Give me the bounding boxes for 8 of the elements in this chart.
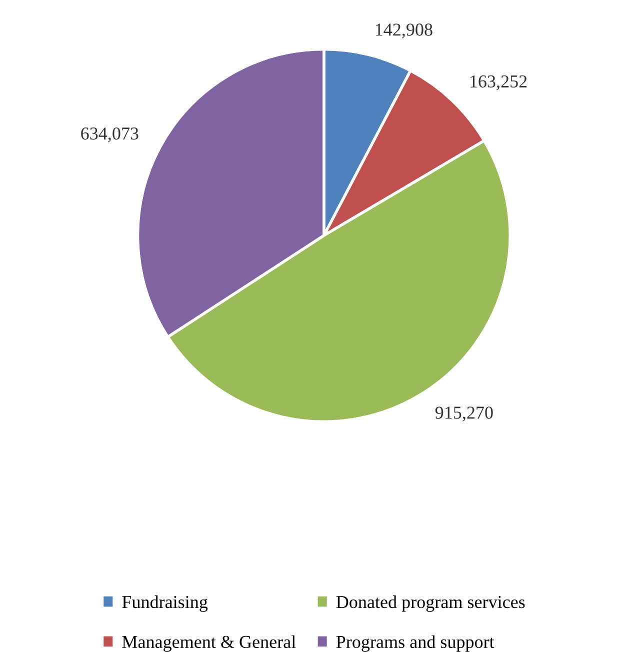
legend-label: Donated program services <box>336 595 525 612</box>
legend-label: Management & General <box>122 635 296 652</box>
legend-label: Fundraising <box>122 595 208 612</box>
data-label: 634,073 <box>81 127 138 142</box>
data-label: 915,270 <box>435 406 493 422</box>
data-label: 142,908 <box>376 24 432 38</box>
legend-label: Programs and support <box>336 635 494 652</box>
data-label: 163,252 <box>470 75 527 90</box>
